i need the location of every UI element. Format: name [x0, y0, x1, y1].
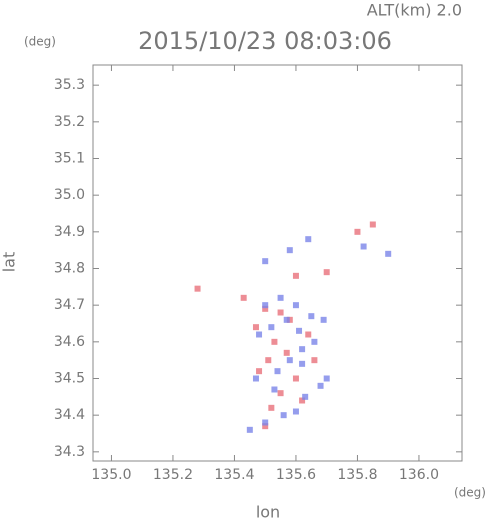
echo-point [274, 368, 281, 375]
echo-point [305, 331, 312, 338]
echo-point [240, 294, 247, 301]
echo-point [256, 368, 263, 375]
echo-point [299, 360, 306, 367]
echo-point [286, 247, 293, 254]
echo-point [311, 338, 318, 345]
echo-point [385, 250, 392, 257]
x-tick-label: 135.6 [276, 467, 316, 483]
y-tick-label: 34.3 [54, 444, 85, 460]
echo-point [194, 285, 201, 292]
y-tick-label: 34.9 [54, 224, 85, 240]
echo-point [256, 331, 263, 338]
echo-point [296, 327, 303, 334]
echo-point [286, 357, 293, 364]
echo-point [262, 302, 269, 309]
echo-point [277, 309, 284, 316]
echo-point [246, 426, 253, 433]
echo-point [317, 382, 324, 389]
y-tick-label: 34.4 [54, 407, 85, 423]
echo-point [308, 313, 315, 320]
echo-point [280, 412, 287, 419]
y-tick-label: 35.2 [54, 114, 85, 130]
x-axis-label: lon [256, 503, 280, 521]
chart-title: 2015/10/23 08:03:06 [138, 27, 392, 55]
x-unit: (deg) [454, 486, 486, 500]
echo-point [262, 423, 269, 430]
echo-point [277, 294, 284, 301]
echo-point [320, 316, 327, 323]
echo-point [252, 324, 259, 331]
echo-point [262, 305, 269, 312]
y-tick-label: 35.1 [54, 151, 85, 167]
echo-point [323, 375, 330, 382]
echo-point [286, 316, 293, 323]
echo-point [302, 393, 309, 400]
echo-point [283, 316, 290, 323]
y-axis-label: lat [0, 252, 19, 273]
y-tick-label: 34.6 [54, 334, 85, 350]
echo-point [271, 338, 278, 345]
y-tick-label: 35.3 [54, 77, 85, 93]
x-tick-label: 135.0 [91, 467, 131, 483]
y-tick-label: 35.0 [54, 187, 85, 203]
x-tick-label: 135.8 [337, 467, 377, 483]
echo-point [354, 228, 361, 235]
echo-point [268, 404, 275, 411]
y-tick-label: 34.8 [54, 261, 85, 277]
echo-point [252, 375, 259, 382]
x-tick-label: 136.0 [399, 467, 439, 483]
echo-point [277, 390, 284, 397]
subtitle: ALT(km) 2.0 [367, 1, 462, 20]
echo-point [292, 302, 299, 309]
echo-point [268, 324, 275, 331]
echo-point [311, 357, 318, 364]
echo-point [283, 349, 290, 356]
y-unit: (deg) [24, 35, 56, 49]
echo-point [292, 375, 299, 382]
plot-frame [92, 64, 463, 462]
echo-point [292, 408, 299, 415]
y-tick-label: 34.7 [54, 297, 85, 313]
echo-point [262, 419, 269, 426]
x-tick-label: 135.2 [153, 467, 193, 483]
echo-point [299, 346, 306, 353]
echo-point [323, 269, 330, 276]
echo-point [305, 236, 312, 243]
x-tick-label: 135.4 [214, 467, 254, 483]
echo-point [360, 243, 367, 250]
echo-point [265, 357, 272, 364]
y-tick-label: 34.5 [54, 371, 85, 387]
echo-point [262, 258, 269, 265]
echo-point [292, 272, 299, 279]
echo-point [369, 221, 376, 228]
echo-point [271, 386, 278, 393]
echo-point [299, 397, 306, 404]
